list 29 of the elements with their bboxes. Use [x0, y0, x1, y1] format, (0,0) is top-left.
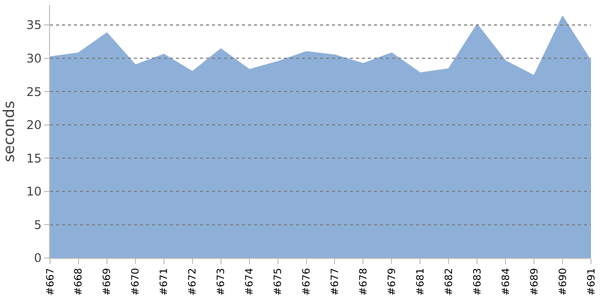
x-tick-label: #668 — [74, 268, 85, 296]
x-tick-label: #691 — [586, 268, 598, 296]
x-tick-label: #676 — [302, 268, 313, 296]
x-tick-label: #682 — [444, 268, 455, 296]
x-tick-label: #689 — [529, 268, 540, 296]
x-tick-label: #690 — [558, 268, 569, 296]
y-tick-label: 0 — [34, 251, 42, 266]
x-tick-label: #678 — [358, 268, 370, 296]
y-tick-label: 35 — [26, 18, 42, 32]
x-tick-label: #677 — [330, 268, 341, 296]
x-tick-label: #675 — [273, 268, 284, 296]
y-tick-label: 20 — [26, 118, 42, 132]
y-axis-title: seconds — [0, 100, 18, 162]
x-tick-label: #673 — [216, 268, 228, 296]
x-tick-label: #669 — [102, 268, 114, 296]
x-tick-label: #684 — [500, 268, 512, 296]
y-tick-label: 10 — [26, 184, 42, 199]
y-tick-label: 25 — [26, 84, 42, 99]
x-tick-label: #672 — [188, 268, 199, 296]
x-tick-label: #674 — [244, 268, 256, 296]
x-tick-label: #671 — [159, 268, 170, 296]
y-tick-label: 5 — [34, 218, 42, 232]
x-tick-label: #683 — [472, 268, 484, 296]
x-tick-label: #681 — [415, 268, 426, 296]
x-tick-label: #670 — [130, 268, 142, 296]
y-tick-label: 30 — [26, 51, 42, 66]
x-tick-label: #679 — [386, 268, 398, 296]
y-tick-label: 15 — [26, 151, 42, 166]
x-tick-label: #667 — [45, 268, 56, 296]
